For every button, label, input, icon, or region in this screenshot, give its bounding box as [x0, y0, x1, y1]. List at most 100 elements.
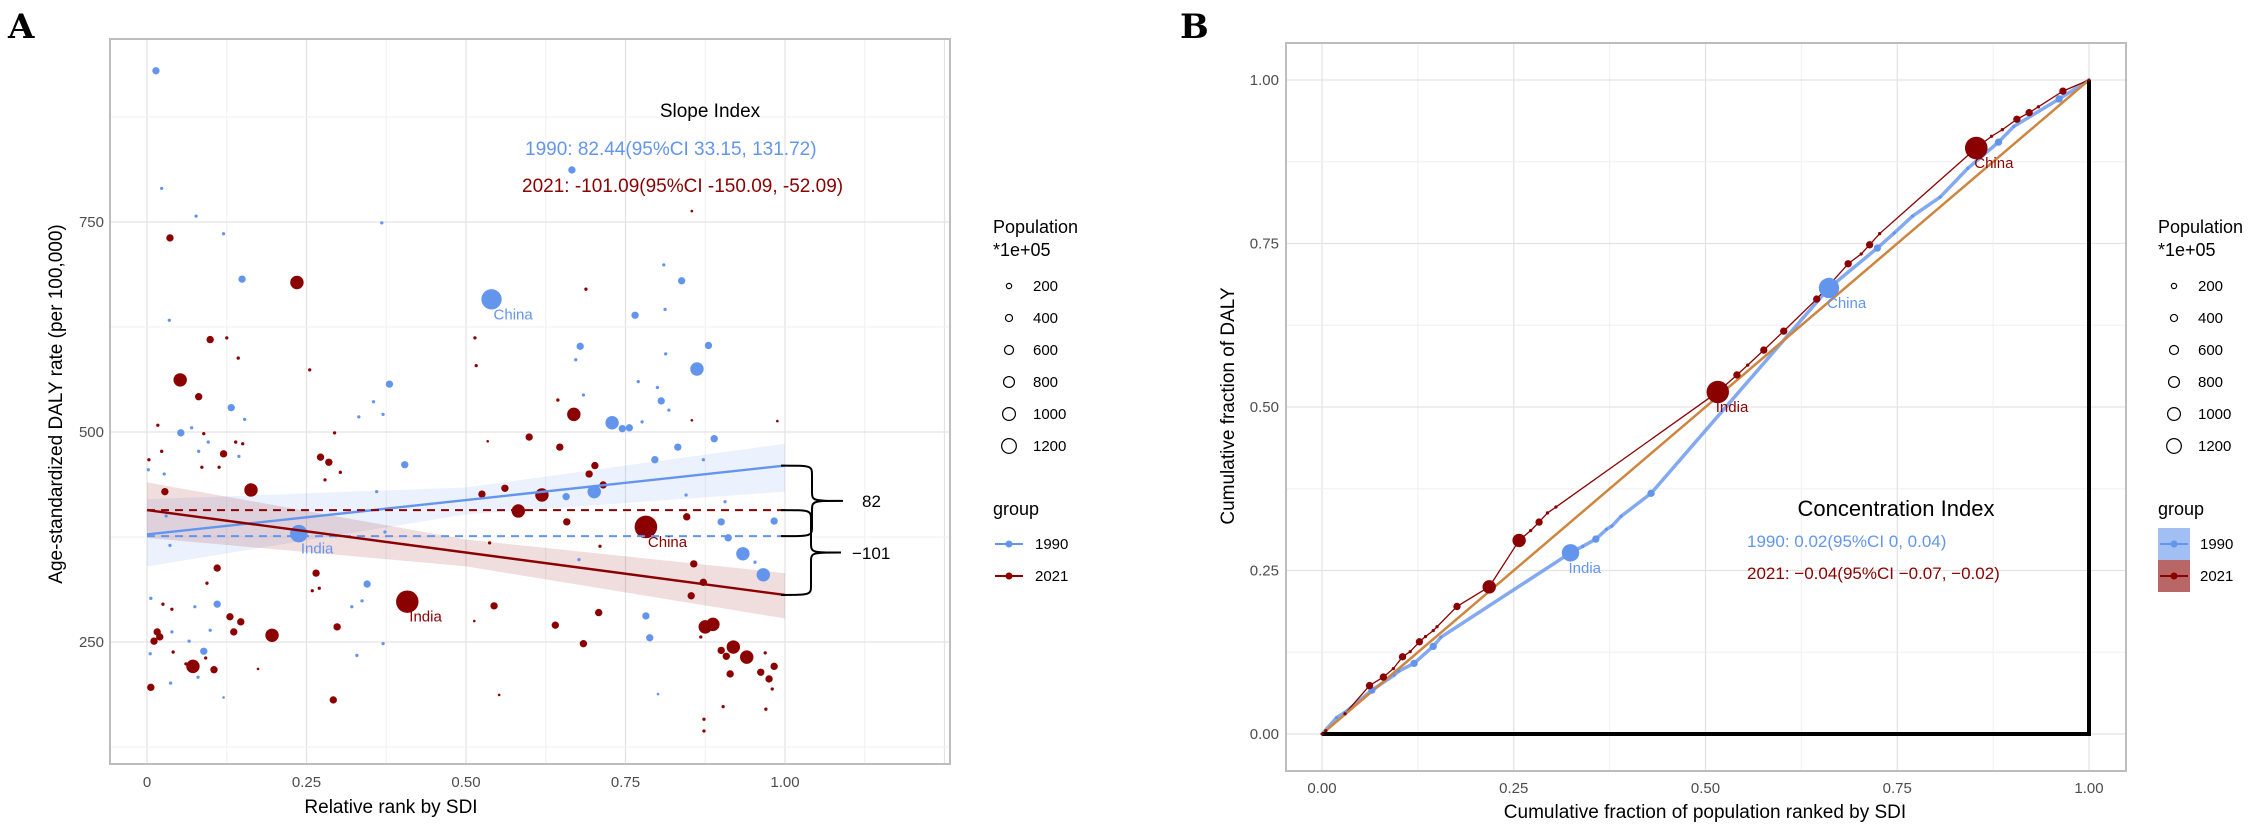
legend-key-dot-2021 [1005, 572, 1013, 580]
data-point-2021 [184, 662, 188, 666]
data-point-1990 [674, 443, 682, 451]
regression-line-1990 [146, 464, 786, 536]
x-tick-label: 0.75 [611, 774, 640, 791]
data-point-2021 [1391, 666, 1395, 671]
legend-size-label: 200 [1033, 278, 1058, 295]
data-point-2021 [1453, 602, 1461, 611]
slope-index-1990: 1990: 82.44(95%CI 33.15, 131.72) [525, 139, 817, 160]
data-point-2021 [487, 541, 492, 545]
data-point-2021 [497, 693, 501, 697]
data-point-2021 [1415, 638, 1424, 646]
data-point-2021 [213, 564, 221, 572]
legend-size-circle-200 [1005, 282, 1013, 290]
data-point-1990 [710, 435, 718, 443]
data-point-2021 [1398, 653, 1407, 661]
legend-size-label: 1000 [2198, 406, 2231, 423]
data-point-2021 [717, 646, 725, 655]
data-point-1990 [704, 341, 713, 350]
y-tick-label: 250 [79, 634, 104, 651]
data-point-1990 [651, 456, 659, 464]
data-point-2021 [776, 419, 779, 423]
panel-letter-a: A [7, 7, 35, 47]
plot-frame [1285, 42, 2127, 772]
data-point-2021 [332, 431, 337, 435]
data-point-2021 [2000, 128, 2004, 132]
data-point-2021 [147, 683, 155, 692]
data-point-1990 [684, 493, 688, 497]
legend-group-title: group [2158, 499, 2204, 519]
data-point-1990 [1994, 138, 2003, 146]
data-point-1990 [167, 318, 171, 322]
data-point-2021 [2059, 87, 2067, 95]
data-point-2021 [1535, 518, 1543, 526]
x-tick-label: 0.25 [292, 774, 321, 791]
data-point-2021 [1706, 380, 1729, 404]
data-point-1990 [242, 417, 247, 422]
data-point-2021 [556, 443, 564, 451]
data-point-2021 [1435, 625, 1439, 629]
legend-key-dot-2021 [2170, 572, 2178, 580]
data-point-1990 [380, 221, 384, 225]
data-point-1990 [401, 461, 409, 469]
data-point-1990 [662, 263, 666, 267]
data-point-1990 [677, 277, 686, 285]
data-point-1990 [605, 416, 619, 430]
data-point-2021 [1813, 295, 1821, 303]
data-point-1990 [375, 489, 379, 494]
x-axis-title: Relative rank by SDI [304, 797, 477, 818]
data-point-2021 [317, 586, 321, 590]
data-point-2021 [595, 608, 603, 617]
data-point-1990 [1392, 673, 1396, 677]
data-point-1990 [360, 599, 364, 603]
y-tick-label: 0.50 [1250, 399, 1279, 416]
data-point-2021 [501, 484, 509, 492]
x-tick-label: 0.00 [1307, 780, 1336, 797]
point-label-china-1990: China [1827, 295, 1867, 312]
data-point-1990 [168, 681, 173, 685]
data-point-1990 [663, 307, 667, 312]
data-point-2021 [770, 687, 774, 691]
data-point-2021 [265, 628, 279, 642]
data-point-2021 [1343, 712, 1347, 716]
data-point-1990 [227, 403, 235, 412]
data-point-1990 [1604, 527, 1609, 531]
data-point-2021 [1989, 134, 1994, 138]
data-point-2021 [226, 613, 234, 621]
data-point-1990 [152, 67, 160, 75]
y-tick-label: 0.75 [1250, 236, 1279, 253]
x-tick-label: 0.25 [1499, 780, 1528, 797]
legend-group-label-2021: 2021 [1035, 568, 1068, 585]
data-point-2021 [236, 356, 240, 360]
data-point-2021 [173, 373, 187, 387]
data-point-1990 [383, 530, 387, 534]
data-point-2021 [683, 513, 691, 521]
data-point-1990 [587, 484, 601, 499]
data-point-2021 [1528, 528, 1533, 533]
legend-size-label: 1000 [1033, 406, 1066, 423]
legend-size-circle-400 [1004, 313, 1014, 323]
legend-size-label: 400 [1033, 310, 1058, 327]
data-point-1990 [770, 517, 778, 525]
data-point-2021 [687, 592, 695, 600]
y-tick-label: 0.25 [1250, 563, 1279, 580]
data-point-2021 [161, 487, 169, 496]
data-point-1990 [208, 628, 212, 632]
data-point-2021 [1780, 327, 1788, 335]
legend-size-title: Population [2158, 217, 2243, 237]
data-point-2021 [244, 483, 258, 497]
legend-key-dot-1990 [1005, 540, 1013, 548]
data-point-2021 [2036, 105, 2041, 109]
data-point-2021 [584, 287, 588, 291]
data-point-2021 [726, 670, 734, 678]
data-point-2021 [160, 449, 164, 453]
x-tick-label: 1.00 [770, 774, 799, 791]
data-point-2021 [585, 470, 593, 478]
data-point-1990 [187, 639, 191, 643]
legend-size-subtitle: *1e+05 [2158, 240, 2216, 260]
data-point-1990 [1397, 669, 1401, 673]
data-point-2021 [170, 607, 174, 611]
data-point-1990 [1581, 544, 1585, 548]
point-label-india-2021: India [1716, 399, 1749, 416]
data-point-1990 [193, 605, 197, 609]
legend-size-subtitle: *1e+05 [993, 240, 1051, 260]
